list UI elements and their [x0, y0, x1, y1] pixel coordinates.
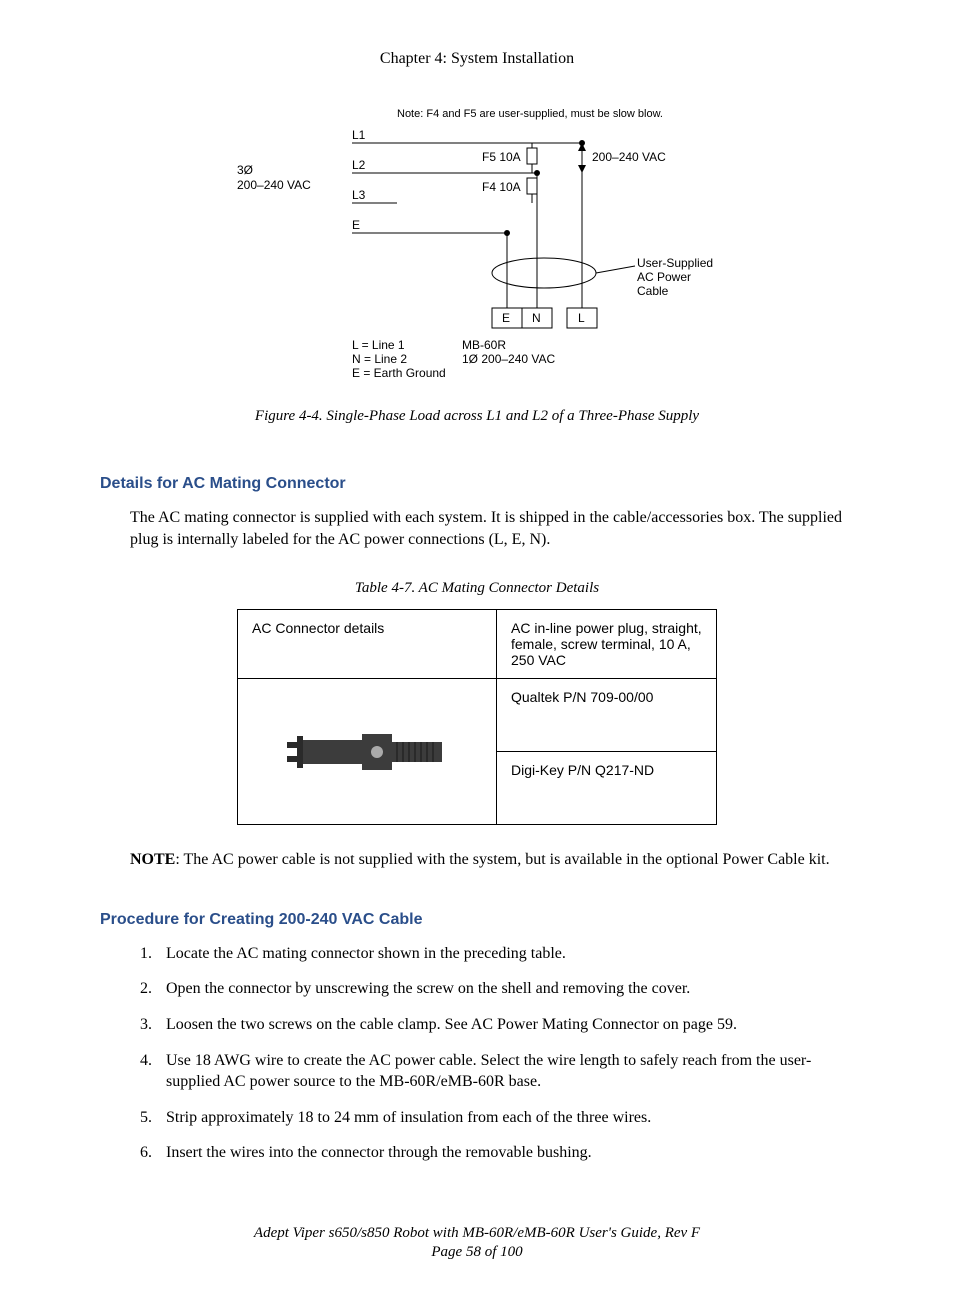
ac-mating-table: AC Connector details AC in-line power pl…: [237, 609, 717, 825]
diagram-note: Note: F4 and F5 are user-supplied, must …: [397, 108, 663, 120]
table-cell-desc: AC in-line power plug, straight, female,…: [497, 610, 717, 679]
page-footer: Adept Viper s650/s850 Robot with MB-60R/…: [100, 1224, 854, 1263]
figure-caption: Figure 4-4. Single-Phase Load across L1 …: [100, 408, 854, 425]
diagram-l2: L2: [352, 158, 365, 172]
diagram-box-l: L: [578, 311, 585, 325]
diagram-left-label-2: 200–240 VAC: [237, 178, 311, 192]
diagram-f4: F4 10A: [482, 180, 521, 194]
list-item: Insert the wires into the connector thro…: [156, 1142, 854, 1164]
diagram-mb-1: MB-60R: [462, 338, 506, 352]
section1-body: The AC mating connector is supplied with…: [130, 507, 854, 550]
diagram-legend-3: E = Earth Ground: [352, 366, 446, 380]
diagram-left-label-1: 3Ø: [237, 163, 253, 177]
page-container: Chapter 4: System Installation: [0, 0, 954, 1303]
diagram-volt-right: 200–240 VAC: [592, 150, 666, 164]
diagram-legend-2: N = Line 2: [352, 352, 407, 366]
list-item: Open the connector by unscrewing the scr…: [156, 978, 854, 1000]
connector-image-cell: [238, 679, 497, 825]
table-cell-qualtek: Qualtek P/N 709-00/00: [497, 679, 717, 752]
diagram-mb-2: 1Ø 200–240 VAC: [462, 352, 555, 366]
note-label: NOTE: [130, 851, 175, 868]
diagram-legend-1: L = Line 1: [352, 338, 405, 352]
diagram-l1: L1: [352, 128, 365, 142]
table-caption: Table 4-7. AC Mating Connector Details: [100, 580, 854, 597]
list-item: Use 18 AWG wire to create the AC power c…: [156, 1050, 854, 1093]
table-cell-digikey: Digi-Key P/N Q217-ND: [497, 752, 717, 825]
diagram-user-supplied-1: User-Supplied: [637, 256, 713, 270]
diagram-f5: F5 10A: [482, 150, 521, 164]
procedure-list: Locate the AC mating connector shown in …: [130, 943, 854, 1164]
footer-line2: Page 58 of 100: [100, 1243, 854, 1263]
chapter-header: Chapter 4: System Installation: [100, 50, 854, 68]
wiring-diagram: Note: F4 and F5 are user-supplied, must …: [237, 108, 717, 388]
diagram-user-supplied-2: AC Power Cable: [637, 270, 717, 298]
connector-icon: [282, 722, 452, 782]
diagram-box-n: N: [532, 311, 541, 325]
diagram-e: E: [352, 218, 360, 232]
diagram-l3: L3: [352, 188, 365, 202]
list-item: Loosen the two screws on the cable clamp…: [156, 1014, 854, 1036]
note-text: : The AC power cable is not supplied wit…: [175, 851, 829, 868]
table-row: AC Connector details AC in-line power pl…: [238, 610, 717, 679]
footer-line1: Adept Viper s650/s850 Robot with MB-60R/…: [100, 1224, 854, 1244]
list-item: Strip approximately 18 to 24 mm of insul…: [156, 1107, 854, 1129]
section-heading-procedure: Procedure for Creating 200-240 VAC Cable: [100, 911, 854, 929]
section-heading-ac-mating: Details for AC Mating Connector: [100, 475, 854, 493]
table-cell-label: AC Connector details: [238, 610, 497, 679]
list-item: Locate the AC mating connector shown in …: [156, 943, 854, 965]
table-row: Qualtek P/N 709-00/00: [238, 679, 717, 752]
diagram-box-e: E: [502, 311, 510, 325]
note-block: NOTE: The AC power cable is not supplied…: [130, 849, 854, 871]
